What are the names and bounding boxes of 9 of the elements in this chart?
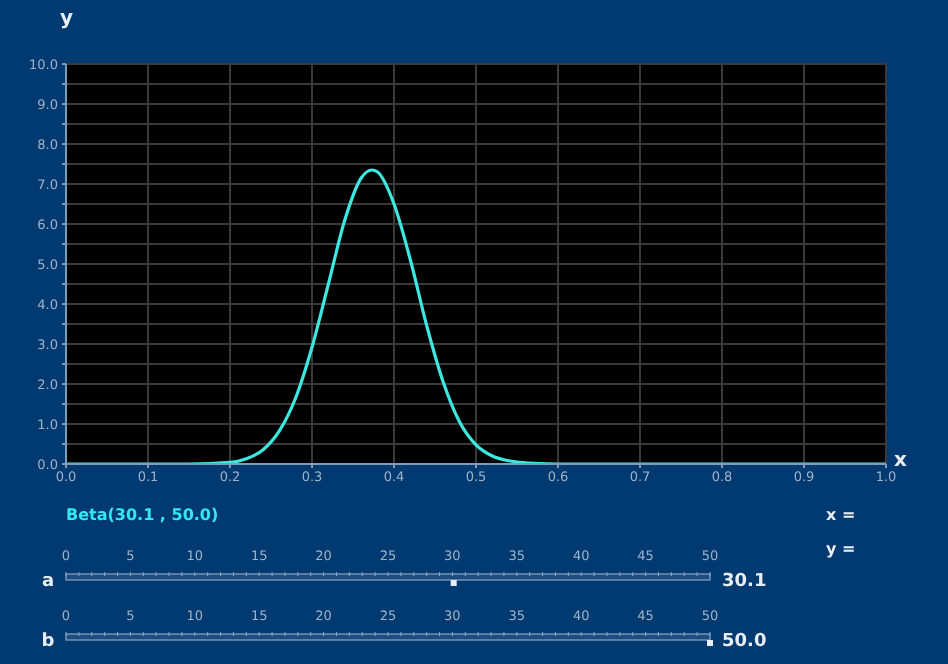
y-axis-title: y [60, 8, 74, 30]
text: 30.1 [722, 572, 767, 592]
text: x = [826, 506, 856, 524]
text: Beta(30.1 , 50.0) [66, 506, 219, 524]
text: y = [826, 540, 856, 558]
text: b [41, 632, 56, 652]
x-axis-title: x [894, 450, 907, 472]
text: a [41, 572, 55, 592]
text: 50.0 [722, 632, 767, 652]
